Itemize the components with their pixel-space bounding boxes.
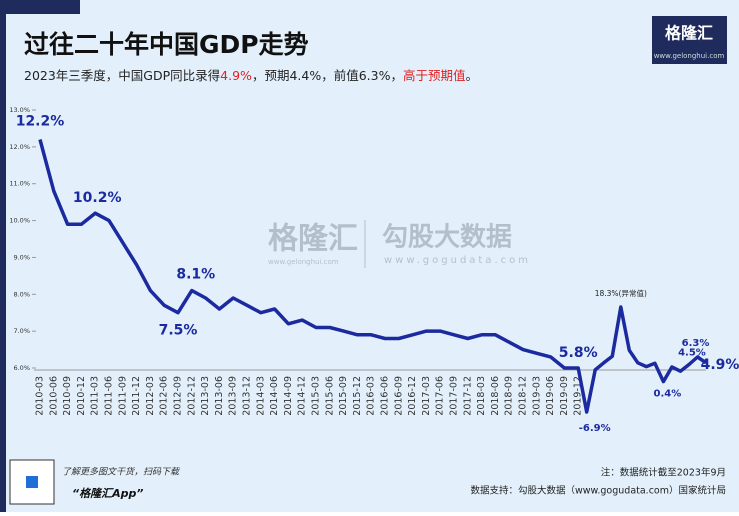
line xyxy=(38,139,707,414)
annotation: 5.8% xyxy=(559,345,598,361)
x-tick-label: 2014-12 xyxy=(297,376,308,416)
x-tick-label: 2017-12 xyxy=(462,376,473,416)
logo-box xyxy=(652,16,727,64)
subtitle: 2023年三季度，中国GDP同比录得4.9%，预期4.4%，前值6.3%，高于预… xyxy=(24,68,478,83)
y-tick-label: 11.0% xyxy=(9,180,30,188)
x-tick-label: 2013-12 xyxy=(242,376,253,416)
x-tick-label: 2015-06 xyxy=(324,376,335,416)
source: 数据支持：勾股大数据（www.gogudata.com）国家统计局 xyxy=(470,485,726,497)
x-tick-label: 2014-03 xyxy=(255,376,266,416)
data-label: -6.9% xyxy=(579,423,611,434)
x-tick-label: 2010-09 xyxy=(62,376,73,416)
x-tick-label: 2013-03 xyxy=(200,376,211,416)
data-label: 7.5% xyxy=(159,323,198,339)
data-label: 8.1% xyxy=(176,267,215,283)
y-tick-label: 10.0% xyxy=(9,217,30,225)
x-tick-label: 2012-06 xyxy=(159,376,170,416)
top-bar xyxy=(0,0,80,14)
y-tick-label: 9.0% xyxy=(13,253,30,261)
app-name: “格隆汇App” xyxy=(72,487,143,500)
logo-url: www.gelonghui.com xyxy=(654,52,725,60)
subtitle-highlight: 高于预期值 xyxy=(403,68,466,83)
x-tick-label: 2015-09 xyxy=(338,376,349,416)
logo-text: 格隆汇 xyxy=(665,24,713,43)
subtitle-part: 2023年三季度，中国GDP同比录得 xyxy=(24,68,220,83)
x-tick-label: 2011-09 xyxy=(117,376,128,416)
x-tick-label: 2016-03 xyxy=(366,376,377,416)
watermark-brand-url: www.gelonghui.com xyxy=(268,258,339,266)
watermark-source-url: www.gogudata.com xyxy=(384,255,531,266)
x-tick-label: 2019-06 xyxy=(545,376,556,416)
note: 注：数据统计截至2023年9月 xyxy=(601,467,726,479)
data-label: 4.9% xyxy=(701,357,739,373)
x-tick-label: 2018-12 xyxy=(518,376,529,416)
x-tick-label: 2010-12 xyxy=(76,376,87,416)
x-tick-label: 2015-03 xyxy=(311,376,322,416)
x-tick-label: 2019-03 xyxy=(531,376,542,416)
y-tick-label: 8.0% xyxy=(13,290,30,298)
left-bar xyxy=(0,0,6,512)
qr-logo xyxy=(26,476,38,488)
x-tick-label: 2017-06 xyxy=(435,376,446,416)
x-tick-label: 2017-09 xyxy=(449,376,460,416)
x-tick-label: 2011-12 xyxy=(131,376,142,416)
plot: 6.0% 7.0% 8.0% 9.0% 10.0% 11.0% 12.0% 13.0% 2010… xyxy=(9,106,739,434)
watermark: 格隆汇 www.gelonghui.com 勾股大数据 www.gogudata… xyxy=(268,220,531,268)
x-tick-label: 2016-12 xyxy=(407,376,418,416)
x-tick-label: 2018-03 xyxy=(476,376,487,416)
x-tick-label: 2012-12 xyxy=(186,376,197,416)
watermark-source: 勾股大数据 xyxy=(382,223,512,253)
x-tick-label: 2012-09 xyxy=(173,376,184,416)
annotation: 18.3%(异常值) xyxy=(595,288,647,298)
x-tick-label: 2016-09 xyxy=(393,376,404,416)
data-label: 0.4% xyxy=(654,389,682,400)
x-tick-label: 2013-06 xyxy=(214,376,225,416)
x-tick-label: 2011-03 xyxy=(90,376,101,416)
x-tick-label: 2018-06 xyxy=(490,376,501,416)
data-label: 10.2% xyxy=(73,190,122,206)
x-tick-label: 2014-06 xyxy=(269,376,280,416)
data-label: 4.5% xyxy=(678,348,706,359)
data-label: 12.2% xyxy=(16,113,65,129)
subtitle-part: ，预期4.4%，前值6.3%， xyxy=(252,68,403,83)
x-tick-label: 2016-06 xyxy=(380,376,391,416)
y-tick-label: 13.0% xyxy=(9,106,30,114)
x-tick-label: 2013-09 xyxy=(228,376,239,416)
x-tick-label: 2017-03 xyxy=(421,376,432,416)
data-label: 6.3% xyxy=(682,338,710,349)
y-tick-label: 12.0% xyxy=(9,143,30,151)
x-tick-label: 2012-03 xyxy=(145,376,156,416)
x-tick-label: 2010-06 xyxy=(48,376,59,416)
subtitle-part: 。 xyxy=(465,68,478,83)
subtitle-highlight: 4.9% xyxy=(220,68,252,83)
title: 过往二十年中国GDP走势 xyxy=(24,30,309,59)
x-tick-label: 2019-09 xyxy=(559,376,570,416)
y-tick-label: 7.0% xyxy=(13,327,30,335)
y-tick-label: 6.0% xyxy=(13,364,30,372)
qr-caption: 了解更多图文干货，扫码下载 xyxy=(62,467,180,478)
x-tick-label: 2014-09 xyxy=(283,376,294,416)
x-tick-label: 2018-09 xyxy=(504,376,515,416)
x-tick-label: 2011-06 xyxy=(104,376,115,416)
x-tick-label: 2019-12 xyxy=(573,376,584,416)
watermark-brand: 格隆汇 xyxy=(268,222,358,257)
x-tick-label: 2015-12 xyxy=(352,376,363,416)
x-tick-label: 2010-03 xyxy=(35,376,46,416)
